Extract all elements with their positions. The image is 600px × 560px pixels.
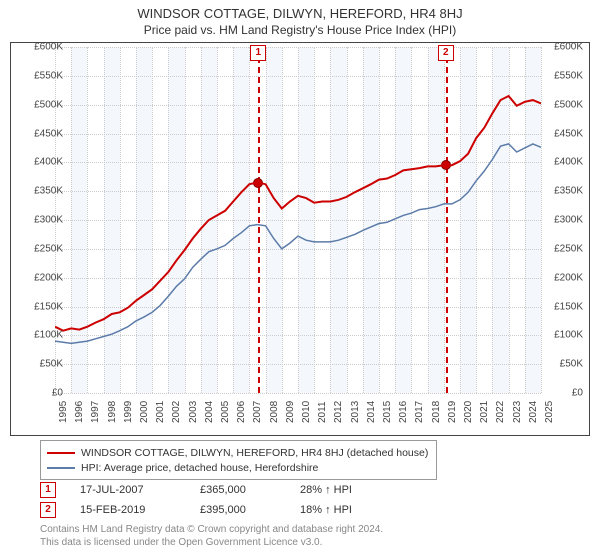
legend-label: WINDSOR COTTAGE, DILWYN, HEREFORD, HR4 8… [81,447,428,459]
legend-line-swatch [47,452,75,454]
y-axis-label: £300K [545,215,583,226]
sale-row: 1 17-JUL-2007£365,00028% ↑ HPI [40,480,400,500]
x-axis-label: 1998 [107,401,118,423]
y-axis-label: £450K [25,128,63,139]
sale-price: £365,000 [200,484,300,496]
x-axis-label: 2022 [495,401,506,423]
x-axis-label: 2009 [285,401,296,423]
y-axis-label: £50K [545,359,583,370]
x-axis-label: 2012 [333,401,344,423]
legend-row: WINDSOR COTTAGE, DILWYN, HEREFORD, HR4 8… [47,445,428,460]
legend-label: HPI: Average price, detached house, Here… [81,462,318,474]
y-axis-label: £550K [25,70,63,81]
x-axis-label: 2002 [171,401,182,423]
y-axis-label: £250K [545,243,583,254]
x-axis-label: 2023 [512,401,523,423]
y-axis-label: £600K [25,42,63,53]
y-axis-label: £150K [545,301,583,312]
y-axis-label: £300K [25,215,63,226]
x-axis-label: 2025 [544,401,555,423]
x-axis-label: 2018 [431,401,442,423]
x-axis-label: 2020 [463,401,474,423]
y-axis-label: £400K [25,157,63,168]
x-axis-label: 1996 [74,401,85,423]
y-axis-label: £550K [545,70,583,81]
y-axis-label: £500K [25,99,63,110]
series-line [55,144,541,344]
plot-area: 12 [55,47,541,393]
x-axis-label: 2019 [447,401,458,423]
series-line [55,96,541,331]
x-axis-label: 2000 [139,401,150,423]
x-axis-label: 2017 [414,401,425,423]
chart-title: WINDSOR COTTAGE, DILWYN, HEREFORD, HR4 8… [0,0,600,21]
x-axis-label: 2024 [528,401,539,423]
x-axis-label: 2005 [220,401,231,423]
x-axis-label: 1999 [123,401,134,423]
y-axis-label: £350K [25,186,63,197]
x-axis-label: 2007 [252,401,263,423]
y-axis-label: £200K [545,272,583,283]
y-axis-label: £150K [25,301,63,312]
y-axis-label: £100K [25,330,63,341]
sale-row: 2 15-FEB-2019£395,00018% ↑ HPI [40,500,400,520]
y-axis-label: £100K [545,330,583,341]
legend-row: HPI: Average price, detached house, Here… [47,460,428,475]
x-axis-label: 1997 [90,401,101,423]
x-axis-label: 2008 [269,401,280,423]
x-axis-label: 2006 [236,401,247,423]
y-axis-label: £600K [545,42,583,53]
x-axis-label: 2003 [188,401,199,423]
sale-number-box: 1 [40,482,56,498]
y-axis-label: £400K [545,157,583,168]
chart-lines [55,47,541,393]
x-axis-label: 2015 [382,401,393,423]
y-axis-label: £0 [25,388,63,399]
sale-date: 15-FEB-2019 [80,504,200,516]
chart-frame: 12 £0 £0 £50K £50K £100K £100K £150K £150K £200K… [10,42,590,436]
y-axis-label: £0 [545,388,583,399]
x-axis-label: 2016 [398,401,409,423]
y-axis-label: £250K [25,243,63,254]
x-axis-label: 2014 [366,401,377,423]
attribution-line1: Contains HM Land Registry data © Crown c… [40,524,383,537]
legend: WINDSOR COTTAGE, DILWYN, HEREFORD, HR4 8… [40,440,437,480]
x-axis-label: 2010 [301,401,312,423]
attribution-line2: This data is licensed under the Open Gov… [40,537,383,550]
y-axis-label: £200K [25,272,63,283]
sale-delta: 28% ↑ HPI [300,484,400,496]
attribution: Contains HM Land Registry data © Crown c… [40,524,383,549]
y-axis-label: £350K [545,186,583,197]
x-axis-label: 1995 [58,401,69,423]
sale-price: £395,000 [200,504,300,516]
x-axis-label: 2021 [479,401,490,423]
x-axis-label: 2001 [155,401,166,423]
y-axis-label: £500K [545,99,583,110]
x-axis-label: 2004 [204,401,215,423]
sale-number-box: 2 [40,502,56,518]
sale-delta: 18% ↑ HPI [300,504,400,516]
legend-line-swatch [47,467,75,469]
x-axis-label: 2013 [350,401,361,423]
y-axis-label: £450K [545,128,583,139]
sale-date: 17-JUL-2007 [80,484,200,496]
x-axis-label: 2011 [317,401,328,423]
sale-records: 1 17-JUL-2007£365,00028% ↑ HPI 2 15-FEB-201… [40,480,400,520]
y-axis-label: £50K [25,359,63,370]
chart-subtitle: Price paid vs. HM Land Registry's House … [0,21,600,41]
